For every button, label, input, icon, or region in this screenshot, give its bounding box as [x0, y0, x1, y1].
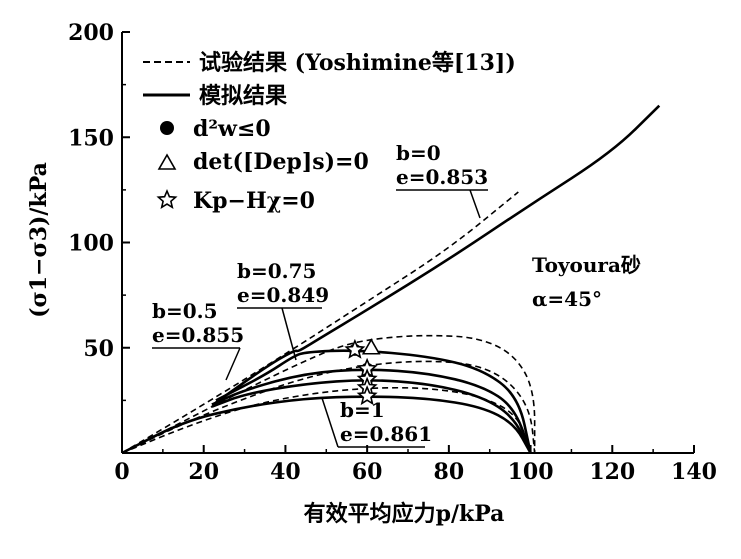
simulation-curve-5: [215, 349, 532, 454]
annotation-e1: e=0.861: [340, 422, 432, 446]
annotation-e05: e=0.855: [152, 323, 244, 347]
axes: 0 20 40 60 80 100 120 140 50 100 150 200: [68, 20, 717, 485]
legend-star-marker: [156, 188, 178, 209]
annotations: Toyoura砂 α=45° b=0 e=0.853 b=0.75 e=0.84…: [152, 141, 641, 448]
legend: 试验结果 (Yoshimine等[13]) 模拟结果 d²w≤0 det([De…: [143, 50, 516, 214]
x-tick-label: 100: [508, 459, 554, 485]
y-tick-label: 150: [68, 125, 114, 151]
annotation-e0: e=0.853: [396, 165, 488, 189]
annotation-b0-leader: [469, 189, 481, 219]
x-axis-label: 有效平均应力p/kPa: [304, 501, 505, 527]
legend-triangle-marker: [157, 153, 177, 170]
x-tick-label: 80: [434, 459, 465, 485]
legend-experiment-label: 试验结果 (Yoshimine等[13]): [199, 50, 516, 76]
x-tick-label: 60: [352, 459, 383, 485]
legend-triangle-label: det([Dep]s)=0: [193, 149, 369, 175]
annotation-e075: e=0.849: [237, 283, 329, 307]
x-tick-label: 40: [270, 459, 301, 485]
y-axis-label: (σ1−σ3)/kPa: [26, 162, 52, 318]
star-marker: [356, 385, 378, 406]
legend-simulation-label: 模拟结果: [199, 83, 287, 109]
material-label: Toyoura砂: [532, 253, 641, 277]
alpha-label: α=45°: [532, 287, 602, 311]
triangle-marker: [361, 338, 381, 355]
star-marker: [344, 338, 366, 359]
legend-star-label: Kp−Hχ=0: [193, 188, 315, 214]
annotation-b05: b=0.5: [152, 299, 218, 323]
annotation-b1: b=1: [340, 398, 385, 422]
legend-dot-label: d²w≤0: [193, 116, 271, 142]
x-tick-label: 0: [114, 459, 129, 485]
experiment-curve-0: [121, 191, 519, 454]
legend-star-shape: [156, 188, 178, 209]
x-tick-label: 20: [188, 459, 219, 485]
simulation-curve-4: [215, 104, 661, 404]
y-tick-label: 200: [68, 20, 114, 46]
annotation-b0: b=0: [396, 141, 441, 165]
marker-group: [344, 338, 381, 406]
simulation-curve-8: [121, 395, 532, 455]
annotation-b05-leader: [225, 347, 241, 381]
x-tick-label: 140: [671, 459, 717, 485]
annotation-b075: b=0.75: [237, 259, 316, 283]
y-tick-label: 50: [83, 336, 114, 362]
experiment-curve-2: [121, 334, 536, 454]
legend-dot-marker: [160, 121, 174, 135]
x-tick-label: 120: [589, 459, 635, 485]
y-tick-label: 100: [68, 231, 114, 257]
series-group: [121, 104, 661, 455]
annotation-b075-leader: [281, 307, 297, 361]
annotation-b1-leader: [321, 397, 339, 448]
